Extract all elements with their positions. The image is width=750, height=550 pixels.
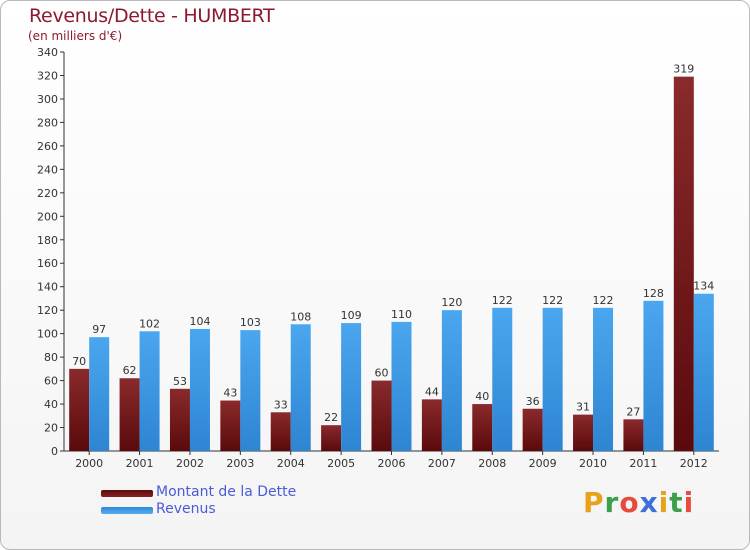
x-tick-label: 2004 (277, 457, 305, 470)
bar-debt (169, 388, 190, 451)
data-label-revenue: 104 (189, 315, 210, 328)
bar-revenue (693, 293, 714, 451)
bar-revenue (341, 323, 362, 451)
data-label-debt: 43 (223, 387, 237, 400)
y-tick-label: 180 (37, 234, 58, 247)
y-tick-label: 120 (37, 304, 58, 317)
bar-debt (270, 412, 291, 451)
bar-debt (321, 425, 342, 451)
data-label-debt: 27 (626, 405, 640, 418)
x-tick-label: 2006 (378, 457, 406, 470)
bar-revenue (542, 307, 563, 451)
data-label-debt: 62 (123, 364, 137, 377)
data-label-debt: 36 (526, 395, 540, 408)
y-tick-label: 140 (37, 281, 58, 294)
data-label-revenue: 102 (139, 317, 160, 330)
data-label-revenue: 134 (693, 280, 714, 293)
y-tick-label: 40 (44, 398, 58, 411)
bar-debt (69, 368, 90, 451)
logo-letter: i (658, 486, 670, 519)
y-tick-label: 100 (37, 328, 58, 341)
data-label-revenue: 120 (441, 296, 462, 309)
x-tick-label: 2012 (680, 457, 708, 470)
y-tick-label: 220 (37, 187, 58, 200)
x-tick-label: 2008 (478, 457, 506, 470)
data-label-revenue: 103 (240, 316, 261, 329)
bar-debt (623, 419, 644, 451)
y-tick-label: 80 (44, 351, 58, 364)
y-tick-label: 160 (37, 257, 58, 270)
data-label-debt: 53 (173, 375, 187, 388)
x-tick-label: 2000 (75, 457, 103, 470)
logo-letter: i (683, 486, 695, 519)
bar-debt (119, 378, 140, 451)
bar-revenue (139, 331, 160, 451)
y-tick-label: 0 (51, 445, 58, 458)
data-label-revenue: 108 (290, 310, 311, 323)
x-tick-label: 2009 (529, 457, 557, 470)
bar-debt (573, 414, 594, 451)
bar-revenue (290, 324, 311, 451)
data-label-revenue: 109 (341, 309, 362, 322)
bar-debt (220, 400, 241, 451)
data-label-debt: 44 (425, 385, 439, 398)
legend-label-debt: Montant de la Dette (156, 484, 297, 500)
logo-letter: t (669, 486, 684, 519)
y-tick-label: 20 (44, 422, 58, 435)
bar-debt (673, 76, 694, 452)
bar-debt (522, 408, 543, 451)
proxiti-logo: Proxiti (583, 486, 694, 519)
bar-debt (371, 380, 392, 451)
chart-subtitle: (en milliers d'€) (28, 29, 123, 43)
y-tick-label: 340 (37, 46, 58, 59)
data-label-debt: 22 (324, 411, 338, 424)
y-tick-label: 240 (37, 163, 58, 176)
data-label-debt: 40 (475, 390, 489, 403)
y-tick-label: 260 (37, 140, 58, 153)
x-tick-label: 2005 (327, 457, 355, 470)
bar-revenue (492, 307, 513, 451)
legend-label-revenue: Revenus (156, 501, 216, 517)
bar-revenue (391, 321, 412, 451)
x-tick-label: 2001 (126, 457, 154, 470)
chart-title: Revenus/Dette - HUMBERT (29, 5, 275, 27)
bar-debt (421, 399, 442, 451)
legend-swatch-debt (101, 490, 153, 497)
data-label-revenue: 97 (92, 323, 106, 336)
y-tick-label: 200 (37, 210, 58, 223)
y-tick-label: 300 (37, 93, 58, 106)
logo-letter: r (604, 486, 620, 519)
data-label-revenue: 122 (542, 294, 563, 307)
bar-debt (472, 404, 493, 451)
data-label-revenue: 122 (593, 294, 614, 307)
logo-letter: x (639, 486, 659, 519)
bar-revenue (593, 307, 614, 451)
y-tick-label: 60 (44, 375, 58, 388)
bar-revenue (89, 337, 110, 451)
data-label-revenue: 128 (643, 287, 664, 300)
data-label-revenue: 110 (391, 308, 412, 321)
bar-revenue (441, 310, 462, 451)
x-tick-label: 2003 (226, 457, 254, 470)
data-label-debt: 60 (375, 367, 389, 380)
logo-letter: o (619, 486, 640, 519)
bar-revenue (189, 328, 210, 451)
data-label-debt: 319 (673, 63, 694, 76)
data-label-debt: 33 (274, 398, 288, 411)
data-label-debt: 70 (72, 355, 86, 368)
y-tick-label: 280 (37, 116, 58, 129)
bar-revenue (643, 300, 664, 451)
y-tick-label: 320 (37, 69, 58, 82)
x-tick-label: 2002 (176, 457, 204, 470)
x-tick-label: 2010 (579, 457, 607, 470)
x-tick-label: 2011 (629, 457, 657, 470)
bar-revenue (240, 330, 261, 451)
x-tick-label: 2007 (428, 457, 456, 470)
data-label-revenue: 122 (492, 294, 513, 307)
logo-letter: P (583, 486, 605, 519)
data-label-debt: 31 (576, 401, 590, 414)
legend-swatch-revenue (101, 507, 153, 514)
